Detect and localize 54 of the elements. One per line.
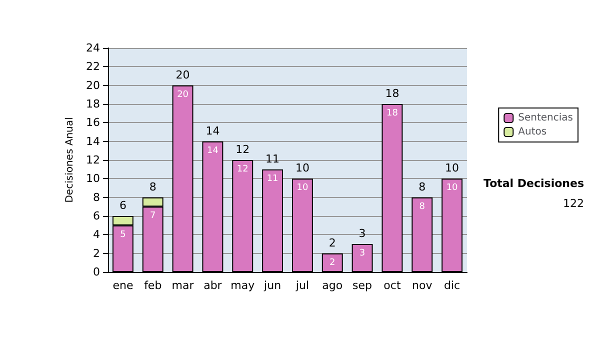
total-label: 12: [236, 143, 250, 156]
data-label: 10: [296, 183, 308, 194]
y-tick-label: 10: [86, 172, 100, 186]
data-label: 7: [150, 211, 156, 222]
y-tick-label: 12: [86, 154, 100, 166]
total-label: 18: [385, 87, 400, 100]
total-label: 10: [445, 162, 460, 175]
x-tick-label: mar: [172, 279, 194, 292]
text: Total Decisiones: [484, 177, 584, 190]
y-tick-label: 14: [86, 134, 100, 148]
y-tick-label: 16: [86, 116, 100, 130]
y-tick-label: 24: [86, 42, 100, 54]
x-tick-label: may: [230, 279, 256, 292]
total-label: 11: [266, 152, 280, 166]
total-label: 8: [418, 180, 426, 194]
text: 122: [563, 197, 584, 210]
x-tick-label: jul: [294, 279, 310, 292]
data-label: 8: [419, 202, 426, 212]
data-label: 2: [330, 258, 336, 268]
x-tick-label: nov: [412, 279, 433, 292]
total-label: 2: [328, 236, 336, 250]
x-tick-label: sep: [352, 279, 372, 292]
data-label: 18: [386, 108, 398, 118]
x-tick-label: dic: [444, 279, 460, 292]
x-tick-label: oct: [384, 279, 402, 292]
legend-label: Autos: [518, 126, 547, 138]
y-tick-label: 8: [93, 190, 100, 204]
legend-label: Sentencias: [518, 112, 574, 124]
y-tick-label: 22: [86, 60, 100, 74]
y-tick-label: 0: [93, 266, 100, 278]
data-label: 20: [177, 90, 189, 100]
y-tick-label: 18: [86, 98, 100, 110]
total-label: 3: [358, 227, 366, 240]
total-label: 10: [295, 162, 310, 175]
data-label: 14: [206, 146, 219, 156]
data-label: 12: [236, 164, 248, 174]
data-label: 10: [446, 183, 458, 194]
y-axis-title: Decisiones Anual: [64, 117, 76, 203]
x-tick-label: ene: [112, 279, 134, 292]
x-tick-label: feb: [144, 279, 162, 292]
data-label: 11: [266, 174, 278, 184]
y-tick-label: 6: [93, 210, 100, 222]
total-label: 6: [119, 199, 126, 212]
x-tick-label: abr: [204, 279, 222, 292]
data-label: 3: [359, 248, 366, 258]
total-label: 14: [206, 124, 220, 138]
total-label: 8: [149, 180, 156, 194]
x-tick-label: jun: [263, 279, 282, 292]
y-tick-label: 4: [93, 228, 100, 242]
total-label: 20: [176, 68, 190, 82]
x-tick-label: ago: [322, 279, 343, 292]
y-tick-label: 20: [86, 78, 100, 92]
data-label: 5: [120, 230, 126, 240]
y-tick-label: 2: [93, 246, 100, 260]
